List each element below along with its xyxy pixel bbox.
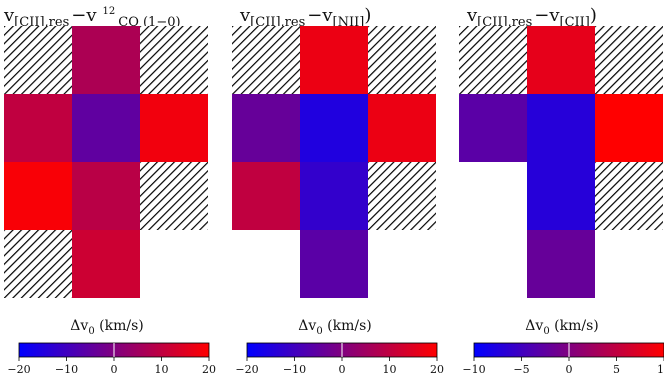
- heatmap-grid: [4, 26, 208, 298]
- heatmap-cell: [232, 162, 300, 230]
- heatmap-cell: [4, 94, 72, 162]
- hatched-cell: [4, 26, 72, 94]
- heatmap-grid: [232, 26, 436, 298]
- title-close-paren: ): [590, 5, 597, 26]
- heatmap-cell: [4, 162, 72, 230]
- colorbar-tick-label: 20: [430, 363, 444, 376]
- heatmap-cell: [300, 94, 368, 162]
- heatmap-cell: [232, 94, 300, 162]
- colorbar-tick-label: 0: [566, 363, 573, 376]
- panel-title: v[CII],res −v[NII]): [239, 5, 371, 30]
- panel-2: v[CII],res −v[NII]) Δv0 (km/s) −20 −10 0 10 2…: [232, 5, 444, 376]
- hatched-cell: [595, 26, 663, 94]
- hatched-cell: [595, 162, 663, 230]
- colorbar-tick-label: −20: [235, 363, 258, 376]
- colorbar: −10 −5 0 5 10: [462, 342, 664, 376]
- hatched-cell: [4, 230, 72, 298]
- hatched-cell: [232, 26, 300, 94]
- colorbar-tick-label: 20: [202, 363, 216, 376]
- colorbar-tick-label: 10: [155, 363, 169, 376]
- heatmap-cell: [368, 94, 436, 162]
- heatmap-cell: [527, 162, 595, 230]
- colorbar: −20 −10 0 10 20: [235, 342, 444, 376]
- panel-1: v[CII],res −v 12CO (1−0) Δv0 (km/s) −20 −10…: [3, 5, 216, 376]
- colorbar: −20 −10 0 10 20: [7, 342, 216, 376]
- colorbar-label: Δv0 (km/s): [525, 318, 598, 337]
- heatmap-cell: [527, 230, 595, 298]
- panel-3: v[CII],res−v[CII]) Δv0 (km/s) −10−50510: [459, 5, 664, 376]
- colorbar-tick-label: 0: [339, 363, 346, 376]
- heatmap-cell: [300, 230, 368, 298]
- heatmap-cell: [140, 94, 208, 162]
- title-close-paren: ): [364, 5, 371, 26]
- hatched-cell: [459, 26, 527, 94]
- heatmap-grid: [459, 26, 663, 298]
- heatmap-cell: [300, 26, 368, 94]
- colorbar-tick-label: −20: [7, 363, 30, 376]
- colorbar-tick-label: 10: [383, 363, 397, 376]
- heatmap-cell: [459, 94, 527, 162]
- colorbar-tick-label: −10: [283, 363, 306, 376]
- hatched-cell: [140, 26, 208, 94]
- hatched-cell: [368, 162, 436, 230]
- heatmap-cell: [72, 162, 140, 230]
- heatmap-cell: [595, 94, 663, 162]
- heatmap-cell: [72, 26, 140, 94]
- colorbar-tick-label: 5: [613, 363, 620, 376]
- colorbar-tick-label: −5: [513, 363, 529, 376]
- colorbar-label: Δv0 (km/s): [70, 318, 143, 337]
- colorbar-tick-label: −10: [55, 363, 78, 376]
- heatmap-cell: [300, 162, 368, 230]
- hatched-cell: [140, 162, 208, 230]
- heatmap-cell: [527, 26, 595, 94]
- hatched-cell: [368, 26, 436, 94]
- colorbar-tick-label: 10: [657, 363, 664, 376]
- heatmap-cell: [72, 230, 140, 298]
- heatmap-cell: [72, 94, 140, 162]
- colorbar-label: Δv0 (km/s): [298, 318, 371, 337]
- heatmap-cell: [527, 94, 595, 162]
- colorbar-tick-label: 0: [111, 363, 118, 376]
- colorbar-tick-label: −10: [462, 363, 485, 376]
